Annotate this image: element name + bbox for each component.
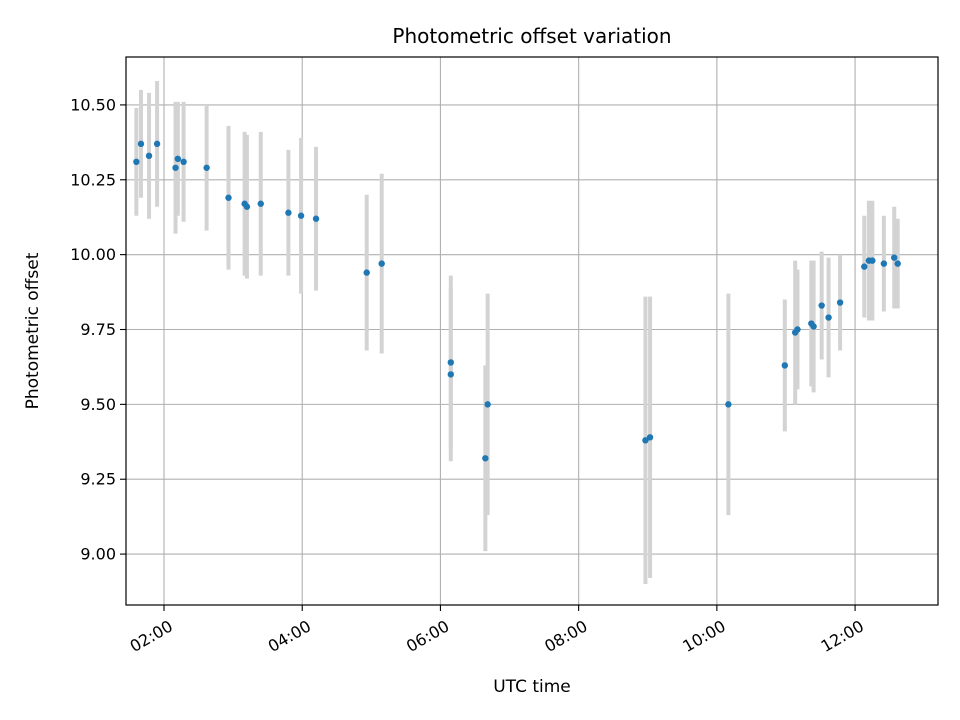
y-tick-label: 10.00	[70, 245, 116, 264]
y-tick-label: 9.75	[80, 320, 116, 339]
data-point	[172, 164, 179, 171]
data-point	[794, 326, 801, 333]
data-point	[825, 314, 832, 321]
x-tick-label: 08:00	[541, 616, 590, 656]
data-point	[297, 212, 305, 219]
data-point	[145, 152, 153, 160]
data-point	[153, 140, 161, 148]
x-tick-label: 04:00	[265, 616, 314, 656]
data-point	[447, 371, 454, 378]
x-axis-ticks: 02:00 04:00 06:00 08:00 10:00 12:00	[127, 605, 867, 656]
data-point	[725, 401, 732, 408]
data-point	[257, 200, 264, 207]
data-point	[861, 263, 868, 270]
data-point	[482, 455, 489, 462]
data-point	[869, 257, 876, 264]
x-tick-label: 12:00	[818, 616, 867, 656]
y-tick-label: 9.00	[80, 545, 116, 564]
data-point	[447, 359, 454, 366]
data-point	[836, 299, 844, 306]
chart-title: Photometric offset variation	[392, 24, 671, 48]
x-tick-label: 10:00	[679, 616, 728, 656]
data-point	[174, 155, 182, 163]
data-point	[225, 194, 232, 201]
error-bars	[134, 80, 900, 585]
x-tick-label: 02:00	[127, 616, 176, 656]
data-point	[642, 437, 649, 444]
data-point	[781, 362, 789, 369]
data-point	[363, 269, 370, 276]
data-point	[894, 260, 901, 267]
data-point	[378, 260, 385, 267]
y-tick-label: 9.25	[80, 470, 116, 489]
data-point	[137, 140, 145, 148]
x-axis-label: UTC time	[493, 677, 571, 697]
x-tick-label: 06:00	[403, 616, 452, 656]
y-axis-label: Photometric offset	[23, 252, 43, 409]
data-point	[891, 254, 898, 261]
y-axis-ticks: 9.00 9.25 9.50 9.75 10.00 10.25 10.50	[70, 95, 126, 564]
data-point	[880, 260, 888, 267]
y-tick-label: 10.25	[70, 170, 116, 189]
data-point	[203, 164, 210, 171]
data-point	[818, 302, 825, 309]
data-point	[133, 158, 140, 166]
data-point	[312, 215, 320, 222]
data-point	[243, 203, 251, 210]
data-points	[133, 140, 901, 462]
data-point	[285, 209, 292, 216]
data-point	[810, 323, 817, 330]
data-point	[180, 158, 187, 166]
plot-frame	[125, 56, 939, 606]
y-tick-label: 9.50	[80, 395, 116, 414]
y-tick-label: 10.50	[70, 95, 116, 114]
data-point	[484, 401, 491, 408]
data-point	[646, 434, 654, 441]
